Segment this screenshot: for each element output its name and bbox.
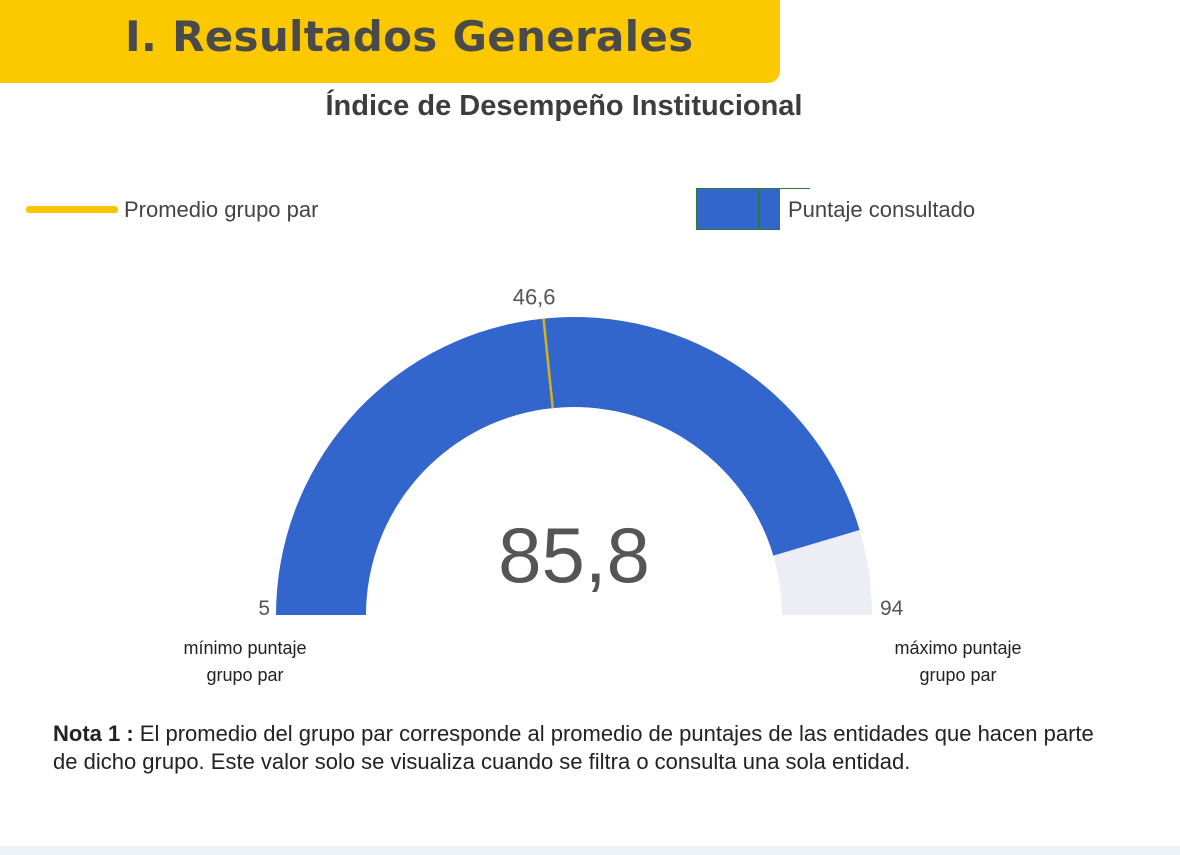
section-banner: I. Resultados Generales <box>0 0 780 83</box>
footnote-text: El promedio del grupo par corresponde al… <box>53 721 1094 774</box>
section-title: I. Resultados Generales <box>125 12 694 61</box>
min-caption-line-1: mínimo puntaje <box>183 638 306 658</box>
gauge-value: 85,8 <box>498 511 650 599</box>
gauge-min-label: 5 <box>258 597 270 620</box>
reference-value-label: 46,6 <box>513 285 556 310</box>
min-caption-line-2: grupo par <box>206 665 283 685</box>
legend-average-line <box>26 206 118 213</box>
max-caption-line-2: grupo par <box>919 665 996 685</box>
gauge-max-label: 94 <box>880 597 904 620</box>
max-caption-line-1: máximo puntaje <box>894 638 1021 658</box>
chart-title: Índice de Desempeño Institucional <box>325 90 803 122</box>
footnote-label: Nota 1 : <box>53 721 134 746</box>
legend-average-label: Promedio grupo par <box>124 197 319 222</box>
legend-score-label: Puntaje consultado <box>788 197 976 222</box>
gauge-fill <box>276 316 860 615</box>
gauge-reference-marker <box>542 318 554 409</box>
footnote: Nota 1 : El promedio del grupo par corre… <box>53 720 1113 776</box>
legend-score-swatch <box>696 188 810 230</box>
footer-bar <box>0 846 1180 855</box>
